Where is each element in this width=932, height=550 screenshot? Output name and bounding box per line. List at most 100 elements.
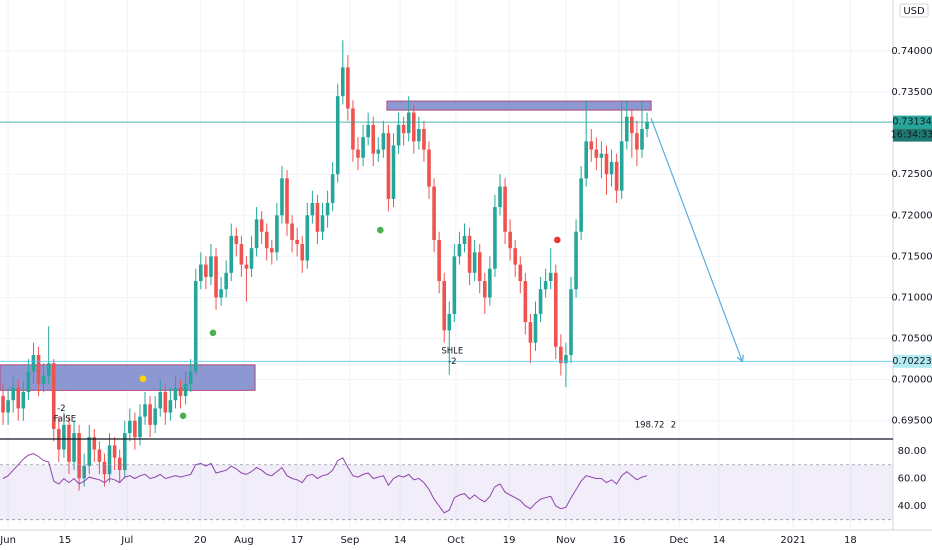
signal-dot	[179, 412, 187, 420]
candle-body	[153, 408, 157, 425]
signal-dot	[209, 329, 217, 337]
candle-body	[158, 391, 163, 409]
candle-body	[427, 149, 431, 187]
candle-body	[259, 219, 264, 232]
y-tick-label: 0.70000	[891, 375, 932, 386]
candle-body	[523, 281, 528, 323]
y-tick-label: 0.72500	[891, 169, 932, 180]
candle-body	[1, 396, 5, 413]
candle-body	[609, 161, 614, 175]
x-tick-label: Nov	[556, 535, 576, 546]
candle-body	[346, 67, 350, 109]
candle-body	[26, 371, 31, 392]
candle-body	[31, 355, 36, 372]
candle-body	[564, 355, 568, 364]
candle-body	[300, 244, 305, 261]
candle-body	[122, 433, 127, 471]
x-tick-label: Aug	[234, 535, 254, 546]
candle-body	[143, 404, 147, 417]
candle-body	[579, 178, 583, 232]
candle-body	[254, 219, 259, 249]
candle-body	[295, 239, 299, 245]
candle-body	[290, 223, 294, 240]
rsi-band	[0, 464, 893, 520]
x-tick-label: Jun	[0, 535, 16, 546]
candle-body	[16, 387, 21, 409]
candle-body	[594, 149, 599, 158]
candle-body	[46, 363, 51, 376]
candle-body	[624, 116, 629, 142]
candle-body	[264, 231, 269, 249]
candle-body	[193, 281, 198, 372]
candle-body	[513, 248, 518, 265]
x-tick-label: 17	[291, 535, 304, 546]
candle-body	[67, 424, 71, 462]
candle-body	[356, 149, 360, 158]
candle-body	[138, 416, 142, 438]
price-label-box	[893, 115, 932, 129]
candle-body	[553, 272, 558, 347]
candle-body	[41, 375, 46, 384]
candle-body	[214, 256, 218, 298]
candle-body	[275, 215, 279, 253]
y-tick-label: 0.71000	[891, 292, 932, 303]
candle-body	[604, 153, 609, 175]
signal-dot	[554, 236, 561, 244]
currency-label[interactable]: USD	[903, 6, 925, 17]
candle-body	[229, 235, 234, 273]
candle-body	[340, 67, 345, 97]
candle-body	[498, 186, 502, 208]
currency-box[interactable]	[899, 3, 929, 18]
y-tick-label: 0.74000	[891, 46, 932, 57]
candle-body	[386, 133, 391, 199]
candle-body	[366, 124, 370, 138]
candle-body	[371, 124, 376, 154]
signal-dot	[377, 226, 384, 234]
candle-body	[6, 400, 10, 413]
x-tick-label: Jul	[120, 535, 133, 546]
candle-body	[92, 437, 97, 450]
x-tick-label: 18	[844, 535, 857, 546]
x-tick-label: 19	[503, 535, 516, 546]
candle-body	[219, 289, 223, 298]
candle-body	[457, 244, 462, 257]
candle-body	[285, 178, 289, 224]
candle-body	[148, 404, 152, 425]
candle-body	[107, 445, 112, 475]
candle-body	[630, 116, 634, 134]
candle-body	[528, 322, 533, 343]
rsi-tick-label: 40.00	[898, 501, 927, 512]
candle-body	[173, 387, 178, 401]
candle-body	[619, 141, 624, 191]
x-tick-label: Oct	[447, 535, 464, 546]
countdown-box	[893, 128, 932, 142]
candle-body	[163, 391, 168, 413]
projection-line	[650, 118, 743, 362]
x-tick-label: 2021	[780, 535, 805, 546]
candle-body	[614, 161, 619, 191]
candle-body	[87, 437, 92, 466]
candle-body	[335, 96, 340, 175]
candle-body	[168, 400, 173, 413]
annotation: SHLE	[441, 346, 463, 356]
candle-body	[21, 391, 26, 409]
candle-body	[102, 461, 107, 475]
candle-body	[204, 264, 208, 277]
rsi-line	[2, 453, 648, 514]
candle-body	[559, 346, 563, 364]
x-tick-label: 16	[613, 535, 626, 546]
candle-body	[584, 141, 589, 179]
candle-body	[381, 133, 386, 150]
candle-body	[320, 215, 325, 232]
price-label: 0.70223	[892, 356, 931, 367]
candle-body	[188, 371, 193, 384]
candle-body	[482, 281, 487, 298]
annotation: FalSE	[54, 415, 76, 425]
candle-body	[411, 112, 416, 142]
grid-layer	[0, 0, 893, 530]
candle-body	[508, 231, 512, 249]
candle-body	[72, 433, 76, 462]
candle-body	[406, 112, 411, 134]
candle-body	[128, 420, 132, 434]
candle-body	[569, 289, 573, 356]
